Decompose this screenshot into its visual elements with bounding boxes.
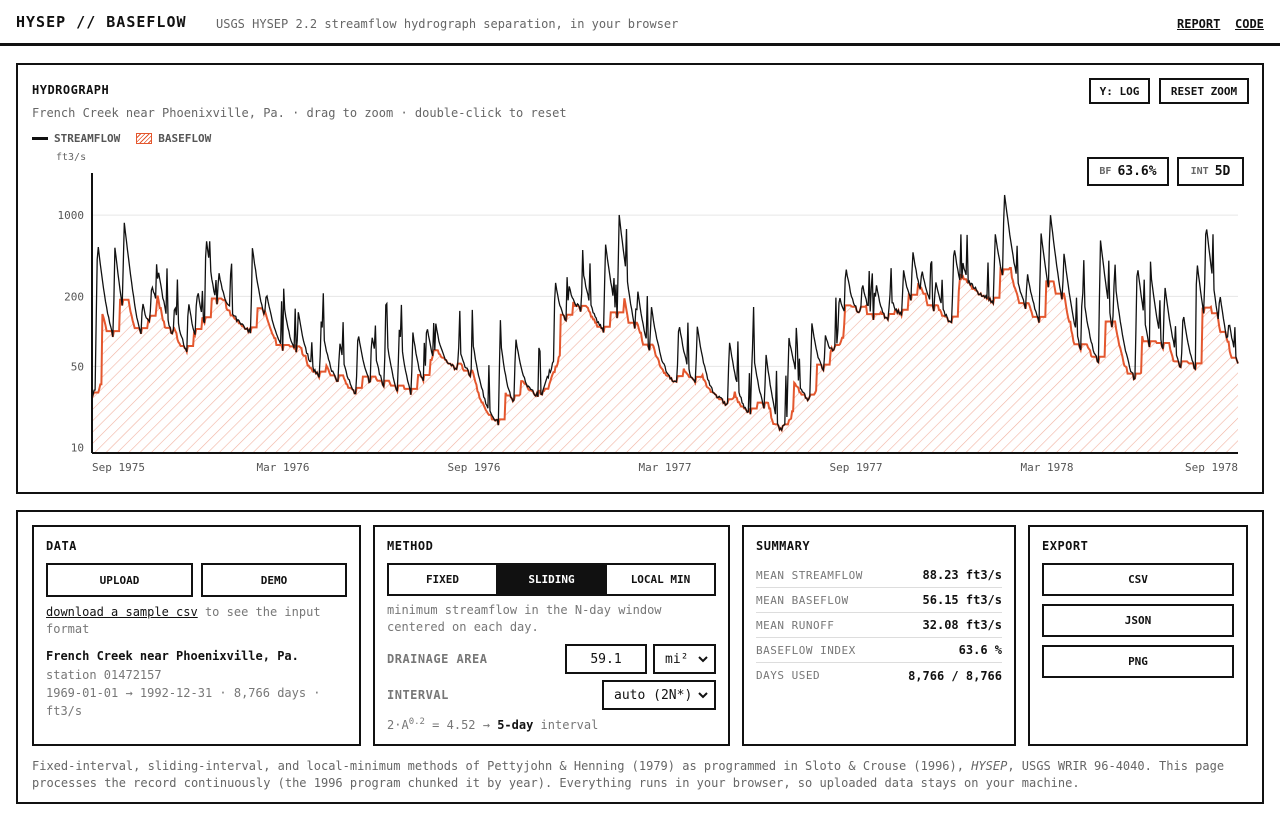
y-tick-label: 50 <box>71 360 84 373</box>
nav-report-link[interactable]: REPORT <box>1177 17 1221 31</box>
summary-value: 88.23 ft3/s <box>922 568 1002 582</box>
footnote-italic: HYSEP <box>971 759 1008 773</box>
method-fixed-option[interactable]: FIXED <box>389 565 498 594</box>
summary-label: MEAN RUNOFF <box>756 618 835 632</box>
export-csv-button[interactable]: CSV <box>1042 563 1234 596</box>
data-card-title: DATA <box>46 539 77 553</box>
summary-row-mean-streamflow: MEAN STREAMFLOW 88.23 ft3/s <box>756 563 1002 588</box>
footnote-text-1: Fixed-interval, sliding-interval, and lo… <box>32 759 972 773</box>
method-footnote: Fixed-interval, sliding-interval, and lo… <box>32 758 1242 792</box>
summary-value: 8,766 / 8,766 <box>908 668 1002 683</box>
x-tick-label: Sep 1978 <box>1185 461 1238 474</box>
data-card: DATA UPLOAD DEMO download a sample csv t… <box>32 525 361 746</box>
app-brand: HYSEP // BASEFLOW <box>16 13 187 31</box>
area-unit-value: mi² <box>665 651 689 667</box>
x-tick-label: Sep 1976 <box>448 461 501 474</box>
hydrograph-panel: ft3/s 10 50 200 1000 Sep 1975 Mar 1976 Sep 1976… <box>16 63 1264 494</box>
streamflow-legend-swatch <box>32 137 48 140</box>
baseflow-legend-swatch <box>136 133 153 144</box>
summary-card: SUMMARY MEAN STREAMFLOW 88.23 ft3/s MEAN… <box>742 525 1016 746</box>
chart-subtitle: French Creek near Phoenixville, Pa. · dr… <box>32 106 567 120</box>
summary-card-title: SUMMARY <box>756 539 811 553</box>
station-id: station 01472157 <box>46 668 162 682</box>
bf-badge-label: BF <box>1099 166 1112 177</box>
chevron-down-icon <box>698 655 708 662</box>
summary-label: DAYS USED <box>756 669 821 682</box>
y-log-toggle-button[interactable]: Y: LOG <box>1089 78 1150 104</box>
nav-code-link[interactable]: CODE <box>1235 17 1264 31</box>
baseflow-index-badge: BF 63.6% <box>1087 157 1169 186</box>
sample-csv-link[interactable]: download a sample csv <box>46 605 198 619</box>
streamflow-series-line <box>91 194 1239 432</box>
y-axis-unit-label: ft3/s <box>56 152 86 163</box>
x-tick-label: Sep 1975 <box>92 461 145 474</box>
export-card: EXPORT CSV JSON PNG <box>1028 525 1248 746</box>
summary-row-mean-baseflow: MEAN BASEFLOW 56.15 ft3/s <box>756 588 1002 613</box>
summary-value: 32.08 ft3/s <box>922 618 1002 632</box>
y-tick-label: 200 <box>64 290 84 303</box>
summary-row-mean-runoff: MEAN RUNOFF 32.08 ft3/s <box>756 613 1002 638</box>
chart-legend: STREAMFLOW BASEFLOW <box>32 132 211 145</box>
export-card-title: EXPORT <box>1042 539 1089 553</box>
demo-button[interactable]: DEMO <box>201 563 347 597</box>
method-sliding-option[interactable]: SLIDING <box>498 565 607 594</box>
summary-row-baseflow-index: BASEFLOW INDEX 63.6 % <box>756 638 1002 663</box>
drainage-area-label: DRAINAGE AREA <box>387 652 488 666</box>
top-bar: HYSEP // BASEFLOW USGS HYSEP 2.2 streamf… <box>0 0 1280 46</box>
interval-select[interactable]: auto (2N*) <box>602 680 716 710</box>
summary-value: 56.15 ft3/s <box>922 593 1002 607</box>
app-tagline: USGS HYSEP 2.2 streamflow hydrograph sep… <box>216 17 679 31</box>
site-meta: station 01472157 1969-01-01 → 1992-12-31… <box>46 666 336 720</box>
formula-tail: interval <box>533 718 599 732</box>
footnote-text-2: , USGS WRIR 96-4040. This page processes… <box>32 759 1225 790</box>
x-tick-label: Sep 1977 <box>830 461 883 474</box>
method-description: minimum streamflow in the N-day window c… <box>387 603 662 634</box>
interval-formula: 2·A0.2 = 4.52 → 5-day interval <box>387 717 598 732</box>
method-selector: FIXED SLIDING LOCAL MIN <box>387 563 716 596</box>
chevron-down-icon <box>698 691 708 698</box>
area-unit-select[interactable]: mi² <box>653 644 716 674</box>
int-badge-value: 5D <box>1214 164 1231 179</box>
method-local-min-option[interactable]: LOCAL MIN <box>630 573 691 586</box>
baseflow-area <box>92 268 1238 453</box>
y-tick-label: 10 <box>71 442 84 455</box>
method-card: METHOD FIXED SLIDING LOCAL MIN minimum s… <box>373 525 730 746</box>
x-tick-label: Mar 1978 <box>1021 461 1074 474</box>
upload-button[interactable]: UPLOAD <box>46 563 193 597</box>
hydrograph-chart[interactable]: ft3/s 10 50 200 1000 Sep 1975 Mar 1976 Sep 1976… <box>18 65 1262 492</box>
x-tick-label: Mar 1976 <box>257 461 310 474</box>
export-json-button[interactable]: JSON <box>1042 604 1234 637</box>
controls-panel: DATA UPLOAD DEMO download a sample csv t… <box>16 510 1264 804</box>
summary-label: BASEFLOW INDEX <box>756 643 856 657</box>
int-badge-label: INT <box>1190 166 1209 177</box>
drainage-area-input[interactable]: 59.1 <box>565 644 647 674</box>
method-card-title: METHOD <box>387 539 434 553</box>
summary-value: 63.6 % <box>958 643 1002 657</box>
summary-label: MEAN STREAMFLOW <box>756 568 863 582</box>
summary-row-days-used: DAYS USED 8,766 / 8,766 <box>756 663 1002 688</box>
y-tick-label: 1000 <box>58 209 85 222</box>
sample-csv-note-text: to see the input format <box>46 605 321 636</box>
formula-mid: = 4.52 → <box>424 718 498 732</box>
sample-csv-note: download a sample csv to see the input f… <box>46 604 346 638</box>
baseflow-legend-label: BASEFLOW <box>158 132 212 145</box>
formula-base: 2·A <box>387 718 409 732</box>
streamflow-legend-label: STREAMFLOW <box>54 132 121 145</box>
x-tick-label: Mar 1977 <box>639 461 692 474</box>
export-png-button[interactable]: PNG <box>1042 645 1234 678</box>
interval-label: INTERVAL <box>387 688 449 702</box>
reset-zoom-button[interactable]: RESET ZOOM <box>1159 78 1249 104</box>
formula-exponent: 0.2 <box>408 717 425 727</box>
interval-badge: INT 5D <box>1177 157 1244 186</box>
record-range: 1969-01-01 → 1992-12-31 · 8,766 days · f… <box>46 686 321 718</box>
bf-badge-value: 63.6% <box>1117 164 1157 179</box>
formula-interval: 5-day <box>497 718 534 732</box>
interval-value: auto (2N*) <box>614 687 693 703</box>
chart-title: HYDROGRAPH <box>32 83 110 97</box>
site-name: French Creek near Phoenixville, Pa. <box>46 649 299 663</box>
summary-label: MEAN BASEFLOW <box>756 593 849 607</box>
